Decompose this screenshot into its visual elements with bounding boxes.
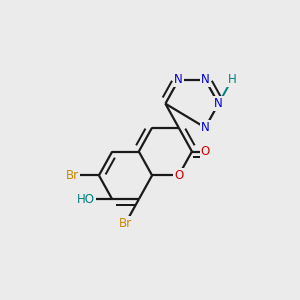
Text: N: N: [214, 97, 223, 110]
Text: N: N: [174, 73, 183, 86]
Text: O: O: [174, 169, 183, 182]
Text: O: O: [201, 145, 210, 158]
Text: Br: Br: [66, 169, 79, 182]
Text: N: N: [201, 73, 210, 86]
Text: Br: Br: [119, 217, 132, 230]
Text: H: H: [227, 73, 236, 86]
Text: N: N: [201, 121, 210, 134]
Text: HO: HO: [77, 193, 95, 206]
